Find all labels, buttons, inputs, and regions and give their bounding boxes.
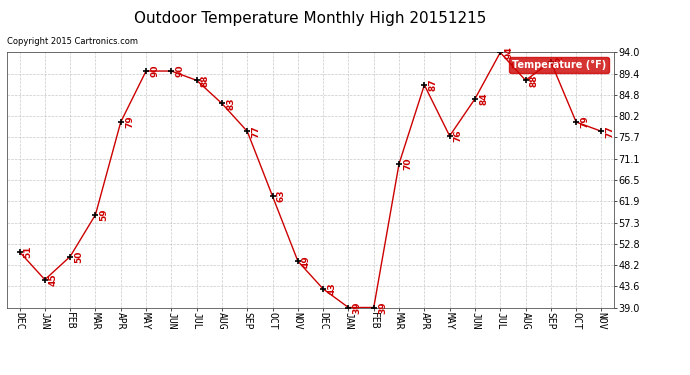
Text: 90: 90: [150, 65, 159, 77]
Text: 77: 77: [606, 125, 615, 138]
Text: 79: 79: [125, 116, 134, 128]
Text: 45: 45: [49, 273, 58, 286]
Text: 51: 51: [23, 246, 32, 258]
Text: 83: 83: [226, 97, 235, 110]
Text: 76: 76: [454, 130, 463, 142]
Text: Copyright 2015 Cartronics.com: Copyright 2015 Cartronics.com: [7, 38, 138, 46]
Text: 39: 39: [353, 301, 362, 314]
Text: 59: 59: [99, 209, 108, 221]
Text: 79: 79: [580, 116, 589, 128]
Text: 49: 49: [302, 255, 311, 267]
Legend: Temperature (°F): Temperature (°F): [509, 57, 609, 73]
Text: 87: 87: [428, 79, 437, 91]
Text: 39: 39: [378, 301, 387, 314]
Text: 94: 94: [504, 46, 513, 59]
Text: 77: 77: [251, 125, 260, 138]
Text: 92: 92: [555, 56, 564, 68]
Text: 63: 63: [277, 190, 286, 202]
Text: 43: 43: [327, 283, 336, 295]
Text: 90: 90: [175, 65, 184, 77]
Text: Outdoor Temperature Monthly High 20151215: Outdoor Temperature Monthly High 2015121…: [135, 11, 486, 26]
Text: 70: 70: [403, 158, 412, 170]
Text: 50: 50: [75, 251, 83, 262]
Text: 88: 88: [530, 74, 539, 87]
Text: 84: 84: [479, 93, 488, 105]
Text: 88: 88: [201, 74, 210, 87]
